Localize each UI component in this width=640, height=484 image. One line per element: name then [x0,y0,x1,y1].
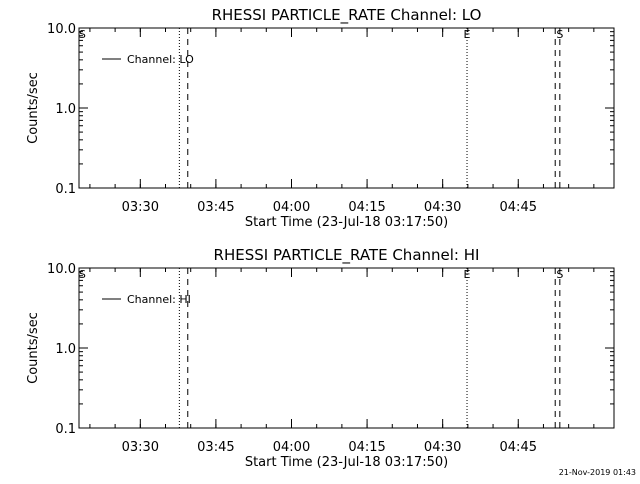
y-axis-label: Counts/sec [26,72,41,144]
plot-frame [78,267,615,429]
y-axis-label: Counts/sec [26,312,41,384]
x-tick-label: 03:30 [122,440,159,455]
y-tick-label: 10.0 [47,22,76,37]
x-tick-label: 04:45 [500,200,537,215]
y-tick-label: 1.0 [55,342,76,357]
x-tick-label: 04:15 [348,200,385,215]
legend-label: Channel: HI [127,293,191,306]
event-marker-label: E [464,28,471,41]
x-tick-label: 04:30 [424,200,461,215]
footer-timestamp: 21-Nov-2019 01:43 [559,468,636,477]
event-marker-label: E [464,268,471,281]
event-marker-label: S [79,268,86,281]
y-tick-label: 0.1 [55,422,76,437]
event-marker-label: S [556,28,563,41]
x-tick-label: 04:30 [424,440,461,455]
chart-title: RHESSI PARTICLE_RATE Channel: HI [214,246,480,265]
x-tick-label: 03:45 [197,200,234,215]
x-tick-label: 04:15 [348,440,385,455]
event-marker-label: S [79,28,86,41]
x-tick-label: 04:45 [500,440,537,455]
x-tick-label: 03:30 [122,200,159,215]
chart-title: RHESSI PARTICLE_RATE Channel: LO [212,6,482,25]
y-tick-label: 10.0 [47,262,76,277]
y-tick-label: 1.0 [55,102,76,117]
y-tick-label: 0.1 [55,182,76,197]
event-marker-label: S [556,268,563,281]
legend-label: Channel: LO [127,53,194,66]
x-tick-label: 04:00 [273,200,310,215]
x-tick-label: 03:45 [197,440,234,455]
x-tick-label: 04:00 [273,440,310,455]
plot-frame [78,27,615,189]
x-axis-label: Start Time (23-Jul-18 03:17:50) [245,455,448,470]
x-axis-label: Start Time (23-Jul-18 03:17:50) [245,215,448,230]
